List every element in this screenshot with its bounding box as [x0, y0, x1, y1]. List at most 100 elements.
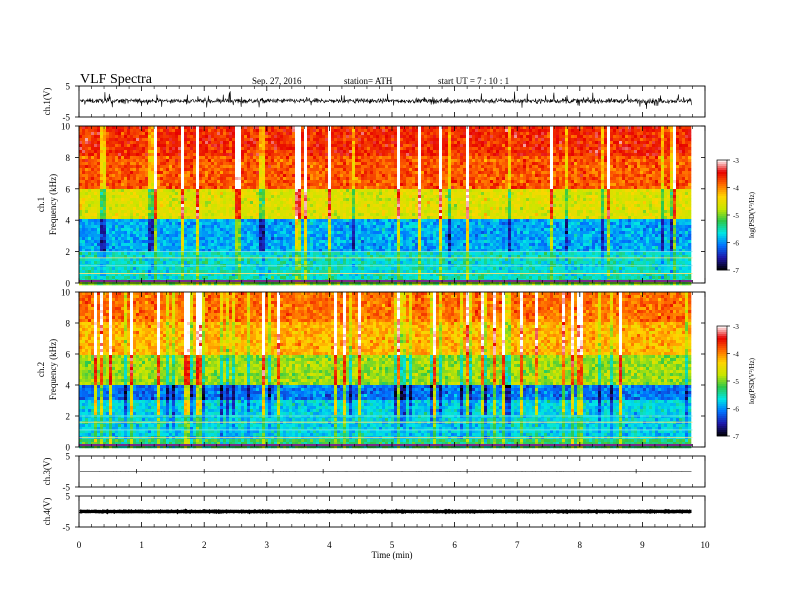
spectrogram-cell [550, 189, 554, 193]
spectrogram-cell [661, 141, 665, 145]
spectrogram-cell [562, 189, 566, 193]
spectrogram-cell [163, 159, 167, 163]
spectrogram-cell [295, 129, 299, 133]
spectrogram-cell [673, 183, 677, 187]
spectrogram-cell [298, 180, 302, 184]
spectrogram-cell [187, 165, 191, 169]
spectrogram-cell [262, 162, 266, 166]
spectrogram-cell [676, 135, 680, 139]
spectrogram-cell [499, 171, 503, 175]
spectrogram-cell [280, 162, 284, 166]
spectrogram-cell [643, 153, 647, 157]
spectrogram-cell [562, 165, 566, 169]
spectrogram-cell [190, 144, 194, 148]
spectrogram-cell [253, 171, 257, 175]
spectrogram-cell [541, 150, 545, 154]
spectrogram-cell [538, 189, 542, 193]
spectrogram-cell [343, 129, 347, 133]
spectrogram-cell [556, 192, 560, 196]
spectrogram-cell [91, 150, 95, 154]
spectrogram-cell [460, 129, 464, 133]
spectrogram-cell [481, 147, 485, 151]
spectrogram-cell [151, 195, 155, 199]
spectrogram-cell [682, 126, 686, 130]
spectrogram-cell [607, 129, 611, 133]
spectrogram-cell [124, 129, 128, 133]
spectrogram-cell [589, 150, 593, 154]
spectrogram-cell [349, 171, 353, 175]
spectrogram-cell [169, 147, 173, 151]
spectrogram-cell [175, 180, 179, 184]
spectrogram-cell [514, 126, 518, 130]
spectrogram-cell [232, 186, 236, 190]
spectrogram-cell [562, 174, 566, 178]
spectrogram-cell [136, 195, 140, 199]
spectrogram-cell [475, 141, 479, 145]
spectrogram-cell [637, 195, 641, 199]
spectrogram-cell [106, 132, 110, 136]
spectrogram-cell [181, 150, 185, 154]
spectrogram-cell [544, 183, 548, 187]
spectrogram-cell [511, 156, 515, 160]
spectrogram-cell [100, 183, 104, 187]
spectrogram-cell [229, 186, 233, 190]
spectrogram-cell [292, 153, 296, 157]
spectrogram-cell [358, 150, 362, 154]
spectrogram-cell [352, 138, 356, 142]
spectrogram-cell [355, 189, 359, 193]
spectrogram-cell [274, 189, 278, 193]
spectrogram-cell [541, 153, 545, 157]
spectrogram-cell [301, 153, 305, 157]
spectrogram-cell [199, 144, 203, 148]
spectrogram-cell [688, 156, 692, 160]
spectrogram-cell [277, 132, 281, 136]
spectrogram-cell [220, 132, 224, 136]
spectrogram-cell [259, 159, 263, 163]
spectrogram-cell [544, 192, 548, 196]
spectrogram-cell [88, 186, 92, 190]
spectrogram-cell [424, 141, 428, 145]
spectrogram-cell [358, 132, 362, 136]
spectrogram-cell [685, 162, 689, 166]
spectrogram-cell [334, 138, 338, 142]
spectrogram-cell [631, 162, 635, 166]
spectrogram-cell [529, 171, 533, 175]
spectrogram-cell [610, 129, 614, 133]
spectrogram-cell [466, 129, 470, 133]
spectrogram-cell [328, 192, 332, 196]
spectrogram-cell [139, 186, 143, 190]
spectrogram-cell [256, 126, 260, 130]
spectrogram-cell [685, 180, 689, 184]
spectrogram-cell [154, 156, 158, 160]
spectrogram-cell [184, 174, 188, 178]
spectrogram-cell [163, 195, 167, 199]
spectrogram-cell [181, 168, 185, 172]
spectrogram-cell [448, 186, 452, 190]
spectrogram-cell [661, 144, 665, 148]
spectrogram-cell [580, 141, 584, 145]
spectrogram-cell [442, 144, 446, 148]
spectrogram-cell [511, 129, 515, 133]
spectrogram-cell [361, 129, 365, 133]
spectrogram-cell [619, 168, 623, 172]
spectrogram-cell [568, 162, 572, 166]
spectrogram-cell [682, 159, 686, 163]
spectrogram-cell [523, 189, 527, 193]
spectrogram-cell [115, 138, 119, 142]
spectrogram-cell [460, 186, 464, 190]
spectrogram-cell [226, 165, 230, 169]
spectrogram-cell [334, 132, 338, 136]
spectrogram-cell [223, 192, 227, 196]
spectrogram-cell [457, 192, 461, 196]
spectrogram-cell [667, 156, 671, 160]
spectrogram-cell [556, 138, 560, 142]
spectrogram-cell [445, 153, 449, 157]
spectrogram-cell [244, 183, 248, 187]
spectrogram-cell [298, 162, 302, 166]
spectrogram-cell [169, 153, 173, 157]
spectrogram-cell [367, 147, 371, 151]
spectrogram-cell [181, 162, 185, 166]
spectrogram-cell [424, 177, 428, 181]
spectrogram-cell [229, 174, 233, 178]
spectrogram-cell [247, 189, 251, 193]
